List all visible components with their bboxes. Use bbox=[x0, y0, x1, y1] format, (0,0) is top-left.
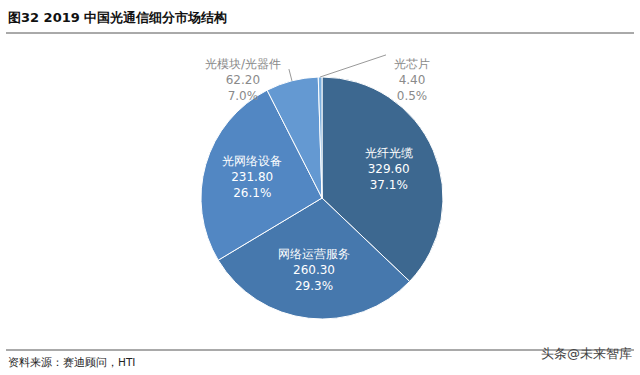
slice-label: 光芯片 bbox=[394, 57, 430, 71]
percent-label: 7.0% bbox=[228, 89, 259, 103]
value-label: 62.20 bbox=[226, 73, 260, 87]
value-label: 4.40 bbox=[399, 73, 426, 87]
value-label: 231.80 bbox=[231, 170, 273, 184]
title-rule bbox=[6, 33, 634, 34]
percent-label: 26.1% bbox=[233, 186, 271, 200]
source: 资料来源：赛迪顾问，HTI bbox=[8, 356, 135, 368]
slice bbox=[318, 77, 322, 198]
data-labels: 光纤光缆 329.60 37.1% 网络运营服务 260.30 29.3% 光网络设备 231… bbox=[205, 55, 430, 293]
slice-label: 光模块/光器件 bbox=[205, 57, 281, 71]
title: 图32 2019 中国光通信细分市场结构 bbox=[8, 10, 227, 25]
slice-label: 光网络设备 bbox=[222, 154, 282, 168]
percent-label: 37.1% bbox=[370, 178, 408, 192]
value-label: 329.60 bbox=[368, 162, 410, 176]
leader-line bbox=[289, 69, 292, 81]
slice bbox=[267, 77, 322, 198]
percent-label: 29.3% bbox=[295, 279, 333, 293]
slice-label: 网络运营服务 bbox=[278, 247, 350, 261]
source-rule bbox=[6, 350, 634, 351]
value-label: 260.30 bbox=[293, 263, 335, 277]
leader-line bbox=[320, 55, 386, 77]
watermark: 头条@未来智库 bbox=[541, 346, 632, 361]
pie bbox=[201, 77, 443, 319]
slice-label: 光纤光缆 bbox=[365, 146, 413, 160]
percent-label: 0.5% bbox=[397, 89, 428, 103]
